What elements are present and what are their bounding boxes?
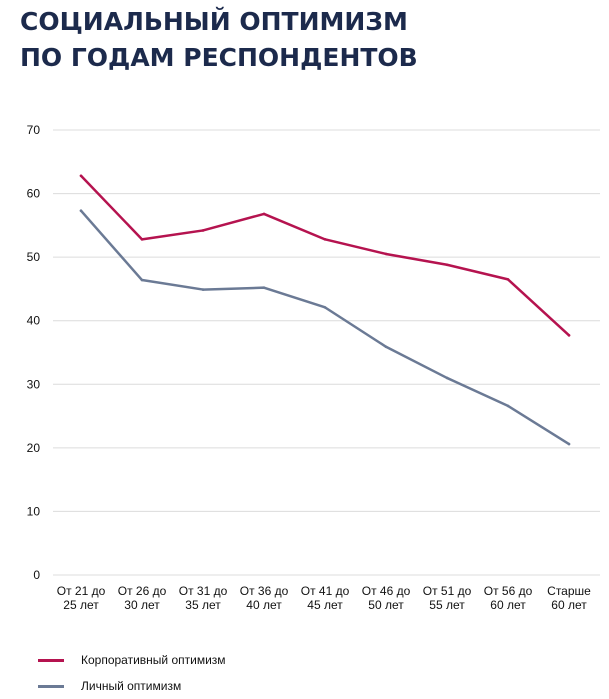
y-tick-label-0: 0 xyxy=(33,568,40,582)
data-point-corporate-1 xyxy=(79,174,83,178)
data-point-personal-3 xyxy=(201,288,205,291)
x-tick-label-1: От 21 до 25 лет xyxy=(57,584,106,612)
data-point-personal-9 xyxy=(567,442,571,446)
data-point-corporate-8 xyxy=(506,278,510,281)
data-point-corporate-4 xyxy=(262,212,266,216)
x-tick-label-7: От 51 до 55 лет xyxy=(423,584,472,612)
data-point-corporate-2 xyxy=(140,238,144,241)
chart-legend: Корпоративный оптимизм Личный оптимизм xyxy=(38,647,226,699)
data-point-personal-4 xyxy=(262,286,266,289)
chart-title-line-1: СОЦИАЛЬНЫЙ ОПТИМИЗМ xyxy=(20,7,408,36)
data-point-personal-6 xyxy=(384,345,388,349)
data-point-personal-8 xyxy=(506,404,510,408)
x-tick-label-2: От 26 до 30 лет xyxy=(118,584,167,612)
series-line-personal xyxy=(79,209,571,446)
x-tick-label-6: От 46 до 50 лет xyxy=(362,584,411,612)
series-line-corporate xyxy=(79,174,571,337)
y-tick-label-70: 70 xyxy=(27,123,41,137)
legend-swatch-corporate xyxy=(38,658,64,662)
y-tick-label-30: 30 xyxy=(27,377,41,391)
data-point-corporate-5 xyxy=(323,238,327,241)
legend-label-corporate: Корпоративный оптимизм xyxy=(81,653,226,667)
data-point-corporate-7 xyxy=(445,263,449,267)
x-tick-label-9: Старше 60 лет xyxy=(547,584,591,612)
legend-item-personal: Личный оптимизм xyxy=(38,673,226,699)
y-tick-label-60: 60 xyxy=(27,187,41,201)
legend-item-corporate: Корпоративный оптимизм xyxy=(38,647,226,673)
data-point-corporate-9 xyxy=(567,334,571,337)
chart-title-line-2: ПО ГОДАМ РЕСПОНДЕНТОВ xyxy=(20,43,418,72)
legend-label-personal: Личный оптимизм xyxy=(81,679,182,693)
data-point-personal-5 xyxy=(323,306,327,309)
x-tick-label-4: От 36 до 40 лет xyxy=(240,584,289,612)
x-tick-label-5: От 41 до 45 лет xyxy=(301,584,350,612)
data-point-personal-7 xyxy=(445,376,449,380)
data-point-personal-1 xyxy=(79,209,83,213)
data-point-personal-2 xyxy=(140,278,144,282)
y-tick-label-40: 40 xyxy=(27,314,41,328)
x-tick-label-8: От 56 до 60 лет xyxy=(484,584,533,612)
x-tick-label-3: От 31 до 35 лет xyxy=(179,584,228,612)
y-tick-label-20: 20 xyxy=(27,441,41,455)
data-point-corporate-6 xyxy=(384,252,388,256)
line-chart: 0 10 20 30 40 50 60 70 От 21 до 25 лет От 26 до 30 … xyxy=(27,123,600,612)
y-tick-label-50: 50 xyxy=(27,250,41,264)
y-tick-label-10: 10 xyxy=(27,504,41,518)
chart-title: СОЦИАЛЬНЫЙ ОПТИМИЗМ ПО ГОДАМ РЕСПОНДЕНТО… xyxy=(20,4,418,76)
legend-swatch-personal xyxy=(38,684,64,688)
data-point-corporate-3 xyxy=(201,229,205,232)
